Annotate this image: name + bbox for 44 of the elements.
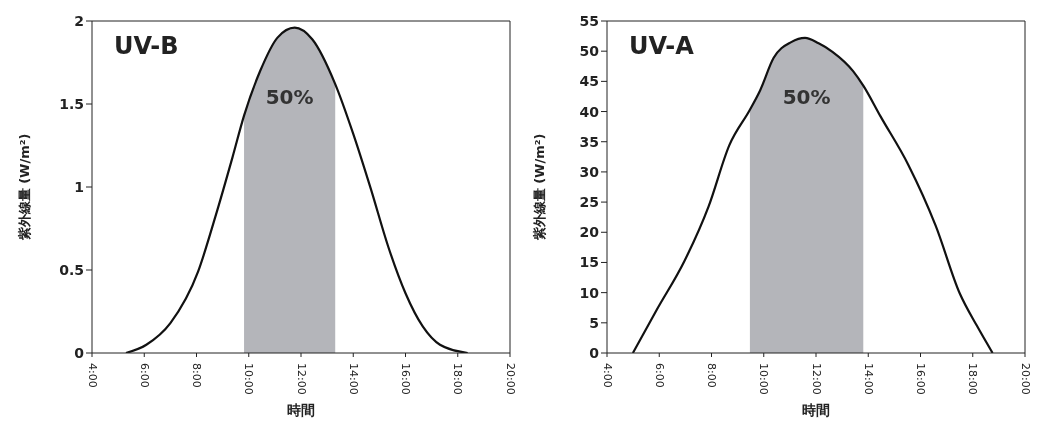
x-tick-label: 16:00 — [399, 363, 412, 395]
x-tick-label: 8:00 — [705, 363, 718, 388]
y-tick-label: 35 — [579, 133, 599, 150]
x-tick-label: 14:00 — [346, 363, 360, 395]
x-tick-label: 18:00 — [966, 363, 980, 395]
annotation: 50% — [782, 85, 831, 110]
x-tick-label: 4:00 — [85, 363, 99, 388]
y-tick-label: 10 — [579, 284, 600, 301]
x-tick-label: 10:00 — [242, 363, 256, 395]
y-tick-label: 25 — [579, 194, 599, 211]
x-axis-title: 時間 — [802, 402, 830, 418]
y-tick-label: 0 — [589, 344, 600, 361]
y-tick-label: 5 — [589, 314, 599, 331]
y-axis-title: 紫外線量 (W/m²) — [16, 133, 32, 242]
x-tick-label: 6:00 — [652, 363, 666, 388]
x-tick-label: 20:00 — [503, 363, 517, 395]
x-tick-label: 6:00 — [137, 363, 151, 388]
y-tick-label: 40 — [579, 103, 600, 120]
y-tick-label: 2 — [74, 12, 84, 29]
y-tick-label: 0.5 — [59, 261, 84, 278]
text: UV-A — [629, 32, 694, 60]
x-tick-label: 10:00 — [757, 363, 771, 395]
y-axis-title: 紫外線量 (W/m²) — [531, 133, 547, 242]
annotation: 50% — [265, 85, 314, 110]
x-axis-title: 時間 — [287, 402, 315, 418]
x-tick-label: 12:00 — [809, 363, 823, 395]
y-tick-label: 15 — [579, 254, 599, 271]
x-tick-label: 18:00 — [451, 363, 465, 395]
y-tick-label: 20 — [579, 224, 600, 241]
y-tick-label: 1 — [74, 178, 84, 195]
y-tick-label: 0 — [74, 344, 85, 361]
x-tick-label: 14:00 — [861, 363, 875, 395]
y-tick-label: 50 — [579, 43, 600, 60]
x-tick-label: 8:00 — [190, 363, 203, 388]
y-tick-label: 1.5 — [59, 95, 84, 112]
line-series — [631, 36, 994, 353]
x-tick-label: 16:00 — [914, 363, 927, 395]
x-tick-label: 12:00 — [294, 363, 308, 395]
y-tick-label: 30 — [579, 163, 600, 180]
y-tick-label: 45 — [579, 73, 599, 90]
y-tick-label: 55 — [579, 12, 599, 29]
text: UV-B — [114, 32, 179, 60]
x-tick-label: 20:00 — [1018, 363, 1032, 395]
x-tick-label: 4:00 — [600, 363, 614, 388]
